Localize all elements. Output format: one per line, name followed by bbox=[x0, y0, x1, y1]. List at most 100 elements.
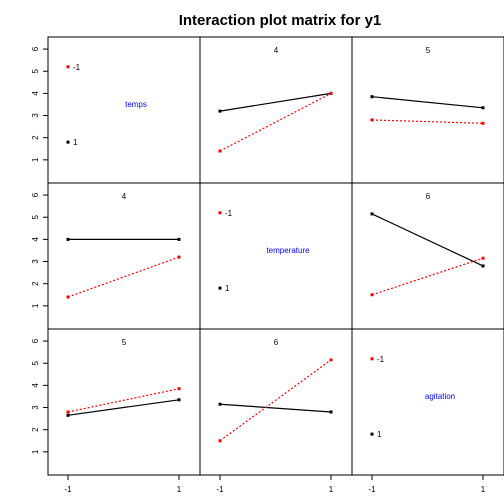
panel-label: 5 bbox=[122, 338, 127, 347]
y-tick-label-1-5: 6 bbox=[31, 192, 40, 197]
y-tick-label-0-2: 3 bbox=[31, 113, 40, 118]
panel-label: 4 bbox=[122, 192, 127, 201]
y-tick-label-0-0: 1 bbox=[31, 157, 40, 162]
legend-label-level-neg1: -1 bbox=[73, 63, 81, 72]
data-point-level-1-0 bbox=[66, 413, 70, 417]
interaction-panel-0-2: 5 bbox=[370, 46, 485, 125]
x-tick-label-1-1: 1 bbox=[329, 485, 334, 494]
data-point-level-1-1 bbox=[177, 398, 181, 402]
legend-label-level-neg1: -1 bbox=[377, 355, 385, 364]
series-line-level-1 bbox=[371, 213, 484, 267]
interaction-panel-0-1: 4 bbox=[218, 46, 333, 153]
data-point-level-neg1-1 bbox=[481, 121, 485, 125]
data-point-level-neg1-0 bbox=[66, 295, 70, 299]
data-point-level-1-1 bbox=[329, 410, 333, 414]
series-line-level-1 bbox=[219, 92, 332, 112]
legend-marker-level-1 bbox=[218, 286, 222, 290]
panel-frame-1-2 bbox=[351, 182, 504, 330]
panel-label: 4 bbox=[274, 46, 279, 55]
y-tick-label-2-4: 5 bbox=[31, 360, 40, 365]
series-line-level-neg1 bbox=[371, 119, 484, 124]
y-tick-label-2-2: 3 bbox=[31, 405, 40, 410]
panel-frame-1-0 bbox=[47, 182, 201, 330]
legend-label-level-1: 1 bbox=[377, 430, 382, 439]
data-point-level-neg1-1 bbox=[177, 255, 181, 259]
panel-label: 6 bbox=[426, 192, 431, 201]
data-point-level-neg1-0 bbox=[218, 439, 222, 443]
panel-frame-2-2 bbox=[351, 328, 504, 476]
diagonal-panel-0: temps -1 1 bbox=[66, 63, 147, 147]
y-tick-label-2-5: 6 bbox=[31, 338, 40, 343]
data-point-level-1-0 bbox=[66, 237, 70, 241]
x-tick-label-1-0: -1 bbox=[216, 485, 224, 494]
data-point-level-neg1-1 bbox=[481, 256, 485, 260]
data-point-level-1-0 bbox=[218, 109, 222, 113]
y-tick-label-2-3: 4 bbox=[31, 383, 40, 388]
factor-name: temperature bbox=[266, 246, 310, 255]
y-tick-label-1-0: 1 bbox=[31, 303, 40, 308]
series-line-level-neg1 bbox=[219, 92, 332, 152]
interaction-panel-2-1: 6 bbox=[218, 338, 333, 443]
legend-marker-level-neg1 bbox=[370, 357, 374, 361]
axes: 1 2 3 4 5 6 1 2 3 4 5 6 1 2 3 4 5 6 -1 1 -1 1 -1 1 bbox=[31, 46, 486, 494]
series-line-level-neg1 bbox=[67, 388, 180, 413]
panel-frame-1-1 bbox=[199, 182, 353, 330]
data-point-level-neg1-0 bbox=[370, 293, 374, 297]
legend-label-level-1: 1 bbox=[225, 284, 230, 293]
interaction-panel-1-0: 4 bbox=[66, 192, 181, 299]
series-line-level-neg1 bbox=[67, 256, 180, 298]
chart-title: Interaction plot matrix for y1 bbox=[179, 12, 382, 29]
data-point-level-neg1-0 bbox=[218, 149, 222, 153]
panel-frame-0-1 bbox=[199, 36, 353, 184]
series-line-level-neg1 bbox=[219, 359, 332, 442]
y-tick-label-1-4: 5 bbox=[31, 214, 40, 219]
x-tick-label-2-0: -1 bbox=[368, 485, 376, 494]
legend-label-level-neg1: -1 bbox=[225, 209, 233, 218]
series-line-level-1 bbox=[219, 403, 332, 413]
panel-frame-2-0 bbox=[47, 328, 201, 476]
data-point-level-neg1-1 bbox=[177, 387, 181, 391]
data-point-level-neg1-0 bbox=[370, 118, 374, 122]
series-line-level-neg1 bbox=[371, 257, 484, 296]
legend-marker-level-neg1 bbox=[218, 211, 222, 215]
y-tick-label-1-3: 4 bbox=[31, 237, 40, 242]
panel-grid: 4 5 4 6 5 6 temps -1 1 temperature -1 1 agitation -1 1 bbox=[47, 36, 504, 476]
legend-marker-level-neg1 bbox=[66, 65, 70, 69]
y-tick-label-1-1: 2 bbox=[31, 281, 40, 286]
y-tick-label-2-1: 2 bbox=[31, 427, 40, 432]
data-point-level-1-1 bbox=[481, 106, 485, 110]
series-line-level-1 bbox=[371, 96, 484, 109]
panel-frame-2-1 bbox=[199, 328, 353, 476]
panel-label: 5 bbox=[426, 46, 431, 55]
interaction-panel-1-2: 6 bbox=[370, 192, 485, 297]
panel-label: 6 bbox=[274, 338, 279, 347]
x-tick-label-0-0: -1 bbox=[64, 485, 72, 494]
y-tick-label-0-5: 6 bbox=[31, 46, 40, 51]
x-tick-label-2-1: 1 bbox=[481, 485, 486, 494]
data-point-level-1-1 bbox=[481, 264, 485, 268]
y-tick-label-0-1: 2 bbox=[31, 135, 40, 140]
data-point-level-1-0 bbox=[370, 212, 374, 216]
data-point-level-1-1 bbox=[177, 237, 181, 241]
diagonal-panel-2: agitation -1 1 bbox=[370, 355, 455, 439]
data-point-level-1-0 bbox=[218, 402, 222, 406]
factor-name: agitation bbox=[425, 392, 455, 401]
y-tick-label-0-4: 5 bbox=[31, 68, 40, 73]
y-tick-label-1-2: 3 bbox=[31, 259, 40, 264]
data-point-level-1-0 bbox=[370, 95, 374, 99]
data-point-level-neg1-0 bbox=[66, 410, 70, 414]
legend-marker-level-1 bbox=[66, 140, 70, 144]
legend-label-level-1: 1 bbox=[73, 138, 78, 147]
x-tick-label-0-1: 1 bbox=[177, 485, 182, 494]
legend-marker-level-1 bbox=[370, 432, 374, 436]
panel-frame-0-0 bbox=[47, 36, 201, 184]
factor-name: temps bbox=[125, 100, 147, 109]
y-tick-label-0-3: 4 bbox=[31, 91, 40, 96]
diagonal-panel-1: temperature -1 1 bbox=[218, 209, 310, 293]
data-point-level-neg1-1 bbox=[329, 358, 333, 362]
interaction-panel-2-0: 5 bbox=[66, 338, 181, 417]
data-point-level-neg1-1 bbox=[329, 91, 333, 95]
y-tick-label-2-0: 1 bbox=[31, 449, 40, 454]
panel-frame-0-2 bbox=[351, 36, 504, 184]
